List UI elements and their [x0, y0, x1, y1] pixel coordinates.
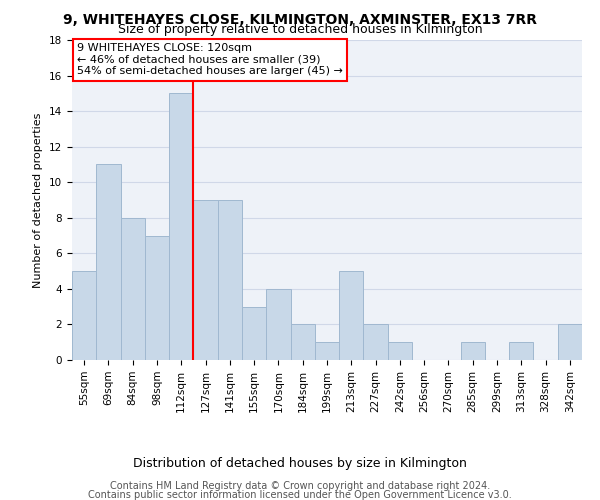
Text: 9, WHITEHAYES CLOSE, KILMINGTON, AXMINSTER, EX13 7RR: 9, WHITEHAYES CLOSE, KILMINGTON, AXMINST… — [63, 12, 537, 26]
Bar — [242, 306, 266, 360]
Bar — [388, 342, 412, 360]
Text: 9 WHITEHAYES CLOSE: 120sqm
← 46% of detached houses are smaller (39)
54% of semi: 9 WHITEHAYES CLOSE: 120sqm ← 46% of deta… — [77, 43, 343, 76]
Bar — [96, 164, 121, 360]
Text: Distribution of detached houses by size in Kilmington: Distribution of detached houses by size … — [133, 458, 467, 470]
Bar — [266, 289, 290, 360]
Bar — [193, 200, 218, 360]
Bar — [558, 324, 582, 360]
Bar — [145, 236, 169, 360]
Bar — [218, 200, 242, 360]
Bar — [315, 342, 339, 360]
Bar — [290, 324, 315, 360]
Bar — [121, 218, 145, 360]
Y-axis label: Number of detached properties: Number of detached properties — [34, 112, 43, 288]
Bar — [364, 324, 388, 360]
Text: Size of property relative to detached houses in Kilmington: Size of property relative to detached ho… — [118, 22, 482, 36]
Bar — [509, 342, 533, 360]
Bar — [169, 94, 193, 360]
Bar — [72, 271, 96, 360]
Text: Contains public sector information licensed under the Open Government Licence v3: Contains public sector information licen… — [88, 490, 512, 500]
Bar — [461, 342, 485, 360]
Text: Contains HM Land Registry data © Crown copyright and database right 2024.: Contains HM Land Registry data © Crown c… — [110, 481, 490, 491]
Bar — [339, 271, 364, 360]
